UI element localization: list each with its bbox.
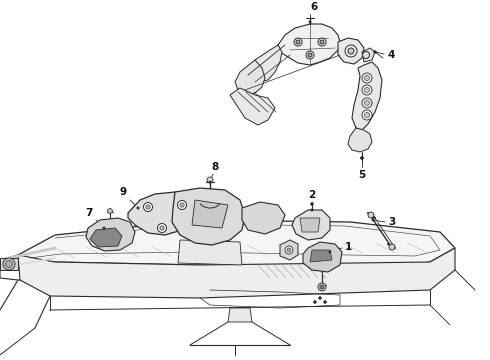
Polygon shape [230, 88, 275, 125]
Text: 6: 6 [310, 2, 318, 12]
Text: 2: 2 [308, 190, 316, 200]
Polygon shape [352, 62, 382, 130]
Circle shape [365, 112, 369, 117]
Circle shape [318, 38, 326, 46]
Circle shape [209, 181, 211, 183]
Polygon shape [303, 242, 342, 272]
Text: 9: 9 [120, 187, 127, 197]
Circle shape [329, 251, 331, 253]
Circle shape [318, 297, 321, 300]
Circle shape [311, 209, 313, 211]
Polygon shape [178, 240, 242, 265]
Circle shape [362, 110, 372, 120]
Circle shape [348, 48, 354, 54]
Text: 3: 3 [388, 217, 395, 227]
Circle shape [374, 51, 376, 53]
Circle shape [146, 205, 150, 209]
Circle shape [361, 157, 363, 159]
Circle shape [311, 202, 314, 206]
Polygon shape [242, 202, 285, 234]
Circle shape [308, 53, 312, 57]
Circle shape [320, 285, 324, 289]
Circle shape [314, 301, 317, 303]
Polygon shape [278, 24, 340, 65]
Circle shape [372, 219, 374, 221]
Circle shape [323, 301, 326, 303]
Circle shape [362, 98, 372, 108]
Polygon shape [362, 48, 375, 62]
Circle shape [3, 258, 15, 270]
Polygon shape [280, 240, 298, 260]
Circle shape [306, 51, 314, 59]
Polygon shape [235, 60, 265, 95]
Polygon shape [86, 218, 135, 251]
Circle shape [180, 203, 184, 207]
Circle shape [362, 73, 372, 83]
Circle shape [160, 226, 164, 230]
Circle shape [107, 208, 113, 213]
Circle shape [363, 51, 369, 58]
Circle shape [362, 85, 372, 95]
Polygon shape [90, 228, 122, 247]
Text: 4: 4 [387, 50, 394, 60]
Text: 7: 7 [86, 208, 93, 218]
Polygon shape [18, 220, 455, 268]
Circle shape [320, 40, 324, 44]
Circle shape [361, 157, 363, 159]
Circle shape [361, 157, 364, 159]
Polygon shape [228, 308, 252, 322]
Circle shape [177, 201, 187, 210]
Bar [0, 258, 18, 270]
Polygon shape [310, 250, 332, 262]
Circle shape [5, 261, 13, 267]
Circle shape [157, 224, 167, 233]
Text: 5: 5 [358, 170, 366, 180]
Polygon shape [348, 128, 372, 152]
Circle shape [287, 248, 291, 252]
Text: 8: 8 [211, 162, 219, 172]
Polygon shape [292, 210, 330, 240]
Polygon shape [338, 38, 364, 64]
Circle shape [365, 87, 369, 93]
Circle shape [103, 227, 105, 229]
Circle shape [345, 45, 357, 57]
Polygon shape [192, 200, 228, 228]
Text: 1: 1 [345, 242, 352, 252]
Circle shape [318, 283, 326, 291]
Polygon shape [172, 188, 245, 245]
Circle shape [365, 76, 369, 81]
Circle shape [294, 38, 302, 46]
Polygon shape [128, 192, 195, 235]
Circle shape [207, 177, 213, 183]
Circle shape [309, 21, 311, 23]
Polygon shape [18, 248, 455, 298]
Circle shape [374, 51, 376, 53]
Circle shape [365, 100, 369, 105]
Circle shape [296, 40, 300, 44]
Circle shape [144, 202, 152, 211]
Polygon shape [300, 218, 320, 232]
Polygon shape [248, 45, 282, 82]
Circle shape [389, 244, 395, 250]
Circle shape [137, 207, 139, 209]
Circle shape [285, 246, 293, 254]
Circle shape [368, 212, 374, 218]
